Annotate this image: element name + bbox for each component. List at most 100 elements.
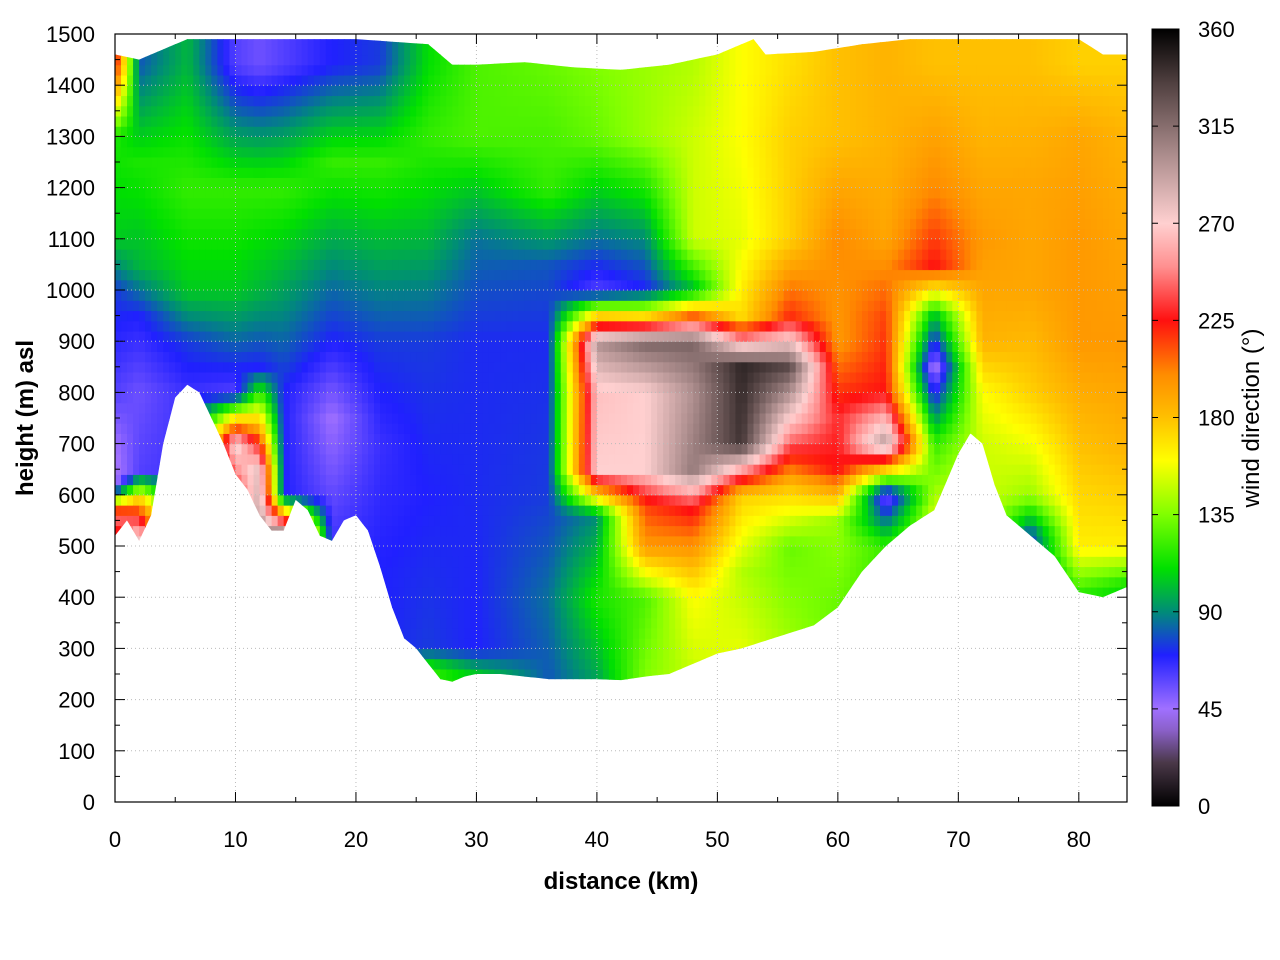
field-cell — [259, 269, 267, 281]
field-cell — [416, 54, 423, 66]
field-cell — [657, 95, 664, 107]
field-cell — [651, 95, 658, 107]
field-cell — [404, 464, 411, 475]
field-cell — [633, 187, 640, 199]
field-cell — [223, 228, 231, 240]
field-cell — [440, 320, 447, 332]
field-cell — [325, 423, 333, 434]
field-cell — [157, 443, 164, 455]
field-cell — [241, 330, 249, 342]
field-cell — [410, 412, 417, 424]
field-cell — [380, 382, 387, 393]
field-cell — [458, 423, 465, 434]
field-cell — [271, 453, 279, 465]
field-cell — [337, 269, 345, 281]
field-cell — [121, 64, 128, 76]
field-cell — [145, 361, 152, 373]
field-cell — [572, 85, 580, 97]
field-cell — [404, 320, 411, 332]
field-cell — [602, 648, 610, 660]
field-cell — [446, 464, 453, 475]
field-cell — [223, 238, 231, 250]
field-cell — [422, 525, 429, 537]
field-cell — [446, 105, 453, 117]
field-cell — [651, 238, 658, 250]
field-cell — [608, 115, 616, 127]
field-cell — [319, 105, 327, 117]
field-cell — [434, 105, 441, 117]
field-cell — [283, 505, 291, 516]
field-cell — [602, 218, 610, 230]
field-cell — [259, 392, 267, 404]
field-cell — [506, 556, 514, 568]
field-cell — [572, 525, 580, 537]
field-cell — [651, 607, 658, 619]
field-cell — [133, 197, 140, 209]
field-cell — [115, 44, 122, 56]
field-cell — [229, 24, 236, 35]
field-cell — [440, 156, 447, 168]
field-cell — [512, 546, 520, 557]
field-cell — [139, 392, 146, 404]
field-cell — [440, 658, 447, 670]
field-cell — [157, 392, 164, 404]
field-cell — [584, 64, 592, 76]
field-cell — [422, 464, 429, 475]
field-cell — [608, 167, 616, 178]
field-cell — [452, 627, 459, 639]
field-cell — [614, 392, 622, 404]
field-cell — [169, 249, 176, 260]
field-cell — [271, 95, 279, 107]
field-cell — [307, 351, 315, 363]
field-cell — [313, 105, 321, 117]
field-cell — [416, 505, 423, 516]
field-cell — [645, 525, 652, 537]
field-cell — [633, 351, 640, 363]
field-cell — [313, 453, 321, 465]
field-cell — [584, 546, 592, 557]
field-cell — [139, 85, 146, 97]
field-cell — [247, 433, 255, 445]
field-cell — [133, 228, 140, 240]
field-cell — [614, 566, 622, 578]
field-cell — [434, 85, 441, 97]
field-cell — [422, 668, 429, 680]
field-cell — [199, 330, 206, 342]
field-cell — [554, 484, 562, 496]
field-cell — [614, 54, 622, 66]
field-cell — [458, 617, 465, 629]
field-cell — [325, 371, 333, 383]
field-cell — [349, 167, 357, 178]
field-cell — [139, 238, 146, 250]
field-cell — [283, 105, 291, 117]
field-cell — [145, 85, 152, 97]
field-cell — [651, 443, 658, 455]
field-cell — [169, 402, 176, 414]
field-cell — [633, 156, 640, 168]
field-cell — [657, 443, 664, 455]
field-cell — [639, 330, 646, 342]
field-cell — [313, 392, 321, 404]
field-cell — [199, 402, 206, 414]
field-cell — [265, 494, 273, 506]
field-cell — [289, 300, 297, 312]
field-cell — [229, 269, 237, 281]
field-cell — [548, 85, 556, 97]
field-cell — [578, 85, 586, 97]
field-cell — [361, 290, 369, 301]
field-cell — [283, 525, 291, 537]
field-cell — [211, 330, 218, 342]
field-cell — [608, 525, 616, 537]
field-cell — [319, 187, 327, 199]
field-cell — [169, 290, 176, 301]
field-cell — [446, 54, 453, 66]
field-cell — [633, 668, 640, 680]
field-cell — [530, 525, 538, 537]
field-cell — [639, 238, 646, 250]
field-cell — [566, 115, 574, 127]
field-cell — [639, 64, 646, 76]
field-cell — [253, 156, 261, 168]
field-cell — [145, 126, 152, 137]
field-cell — [639, 648, 646, 660]
field-cell — [530, 54, 538, 66]
